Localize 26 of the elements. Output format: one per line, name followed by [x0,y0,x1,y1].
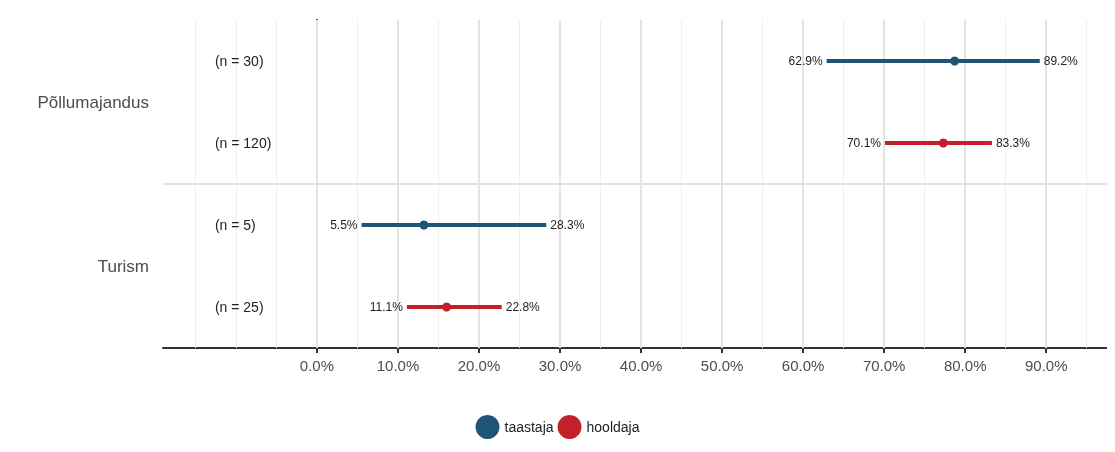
x-tick-label: 60.0% [781,357,825,374]
y-tick-label: Põllumajandus [37,92,149,112]
annotation: 22.8% [505,300,541,314]
x-tick-label: 30.0% [538,357,582,374]
annotation: 62.9% [788,54,823,68]
annotation: (n = 30) [214,53,264,69]
x-tick-label: 40.0% [619,357,663,374]
x-tick-label: 50.0% [700,357,744,374]
annotation: 83.3% [995,136,1031,150]
annotation: 5.5% [330,218,358,232]
annotation: 11.1% [369,300,404,314]
annotation: (n = 120) [214,135,272,151]
legend-label: taastaja [504,419,554,435]
x-tick-label: 20.0% [457,357,501,374]
x-tick-label: 0.0% [299,357,335,374]
legend-label: hooldaja [586,419,640,435]
annotation: (n = 25) [214,299,264,315]
y-tick-label: Turism [97,256,149,276]
annotation: (n = 5) [214,217,256,233]
annotation: 70.1% [846,136,882,150]
x-tick-label: 90.0% [1024,357,1068,374]
annotation: 89.2% [1043,54,1079,68]
x-tick-label: 10.0% [376,357,420,374]
x-tick-label: 80.0% [943,357,987,374]
x-tick-label: 70.0% [862,357,906,374]
annotation: 28.3% [550,218,585,232]
